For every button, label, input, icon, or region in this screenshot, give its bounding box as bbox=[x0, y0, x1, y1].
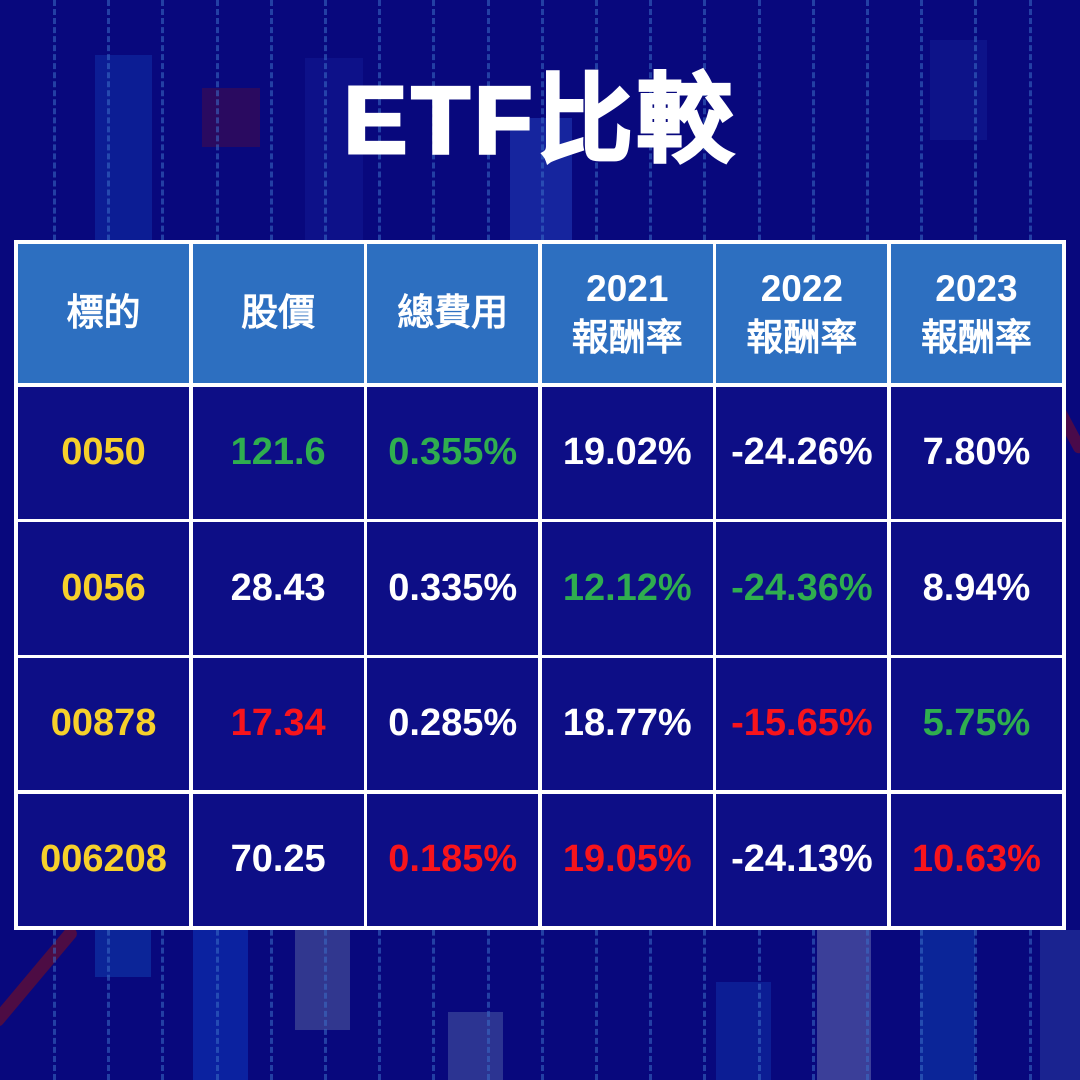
decor-bar bbox=[295, 930, 350, 1030]
value-cell: 19.02% bbox=[541, 386, 713, 519]
value-cell: 121.6 bbox=[192, 386, 364, 519]
value-cell: 70.25 bbox=[192, 793, 364, 926]
column-header: 股價 bbox=[192, 244, 364, 383]
value-cell: -24.13% bbox=[716, 793, 888, 926]
decor-bar bbox=[1040, 930, 1080, 1080]
value-cell: 19.05% bbox=[541, 793, 713, 926]
value-cell: 0.335% bbox=[367, 522, 539, 655]
value-cell: 8.94% bbox=[890, 522, 1062, 655]
decor-bar bbox=[920, 930, 975, 1080]
value-cell: 10.63% bbox=[890, 793, 1062, 926]
value-cell: 0.355% bbox=[367, 386, 539, 519]
decor-bar bbox=[202, 88, 260, 147]
ticker-cell: 0056 bbox=[18, 522, 190, 655]
value-cell: 18.77% bbox=[541, 658, 713, 791]
value-cell: 28.43 bbox=[192, 522, 364, 655]
column-header-label: 報酬率 bbox=[571, 316, 683, 358]
value-cell: 0.285% bbox=[367, 658, 539, 791]
value-cell: -24.26% bbox=[716, 386, 888, 519]
page-title: ETF比較 bbox=[342, 66, 737, 176]
value-cell: -24.36% bbox=[716, 522, 888, 655]
ticker-cell: 006208 bbox=[18, 793, 190, 926]
column-header-label: 股價 bbox=[241, 292, 316, 334]
column-header: 總費用 bbox=[367, 244, 539, 383]
value-cell: 12.12% bbox=[541, 522, 713, 655]
value-cell: 17.34 bbox=[192, 658, 364, 791]
column-header-label: 報酬率 bbox=[920, 316, 1032, 358]
column-header: 2023 報酬率 bbox=[890, 244, 1062, 383]
decor-bar bbox=[448, 1012, 503, 1080]
decor-bar bbox=[193, 930, 248, 1080]
decor-bar bbox=[930, 40, 987, 140]
column-header-label: 2023 bbox=[935, 268, 1018, 310]
decor-bar bbox=[95, 55, 152, 245]
etf-comparison-table: 標的 股價 總費用 2021 報酬率 2022 報酬率 2023 報酬率 0050 121.6 0.3… bbox=[14, 240, 1066, 930]
column-header-label: 總費用 bbox=[397, 292, 509, 334]
ticker-cell: 00878 bbox=[18, 658, 190, 791]
column-header-label: 報酬率 bbox=[746, 316, 858, 358]
value-cell: -15.65% bbox=[716, 658, 888, 791]
column-header: 2021 報酬率 bbox=[541, 244, 713, 383]
column-header: 標的 bbox=[18, 244, 190, 383]
column-header-label: 標的 bbox=[66, 292, 141, 334]
decor-bar bbox=[305, 58, 363, 240]
value-cell: 0.185% bbox=[367, 793, 539, 926]
column-header-label: 2022 bbox=[760, 268, 844, 310]
decor-bar bbox=[817, 930, 871, 1080]
ticker-cell: 0050 bbox=[18, 386, 190, 519]
column-header: 2022 報酬率 bbox=[716, 244, 888, 383]
value-cell: 7.80% bbox=[890, 386, 1062, 519]
column-header-label: 2021 bbox=[586, 268, 669, 310]
decor-bar bbox=[716, 982, 771, 1080]
value-cell: 5.75% bbox=[890, 658, 1062, 791]
decor-bar bbox=[95, 930, 151, 977]
